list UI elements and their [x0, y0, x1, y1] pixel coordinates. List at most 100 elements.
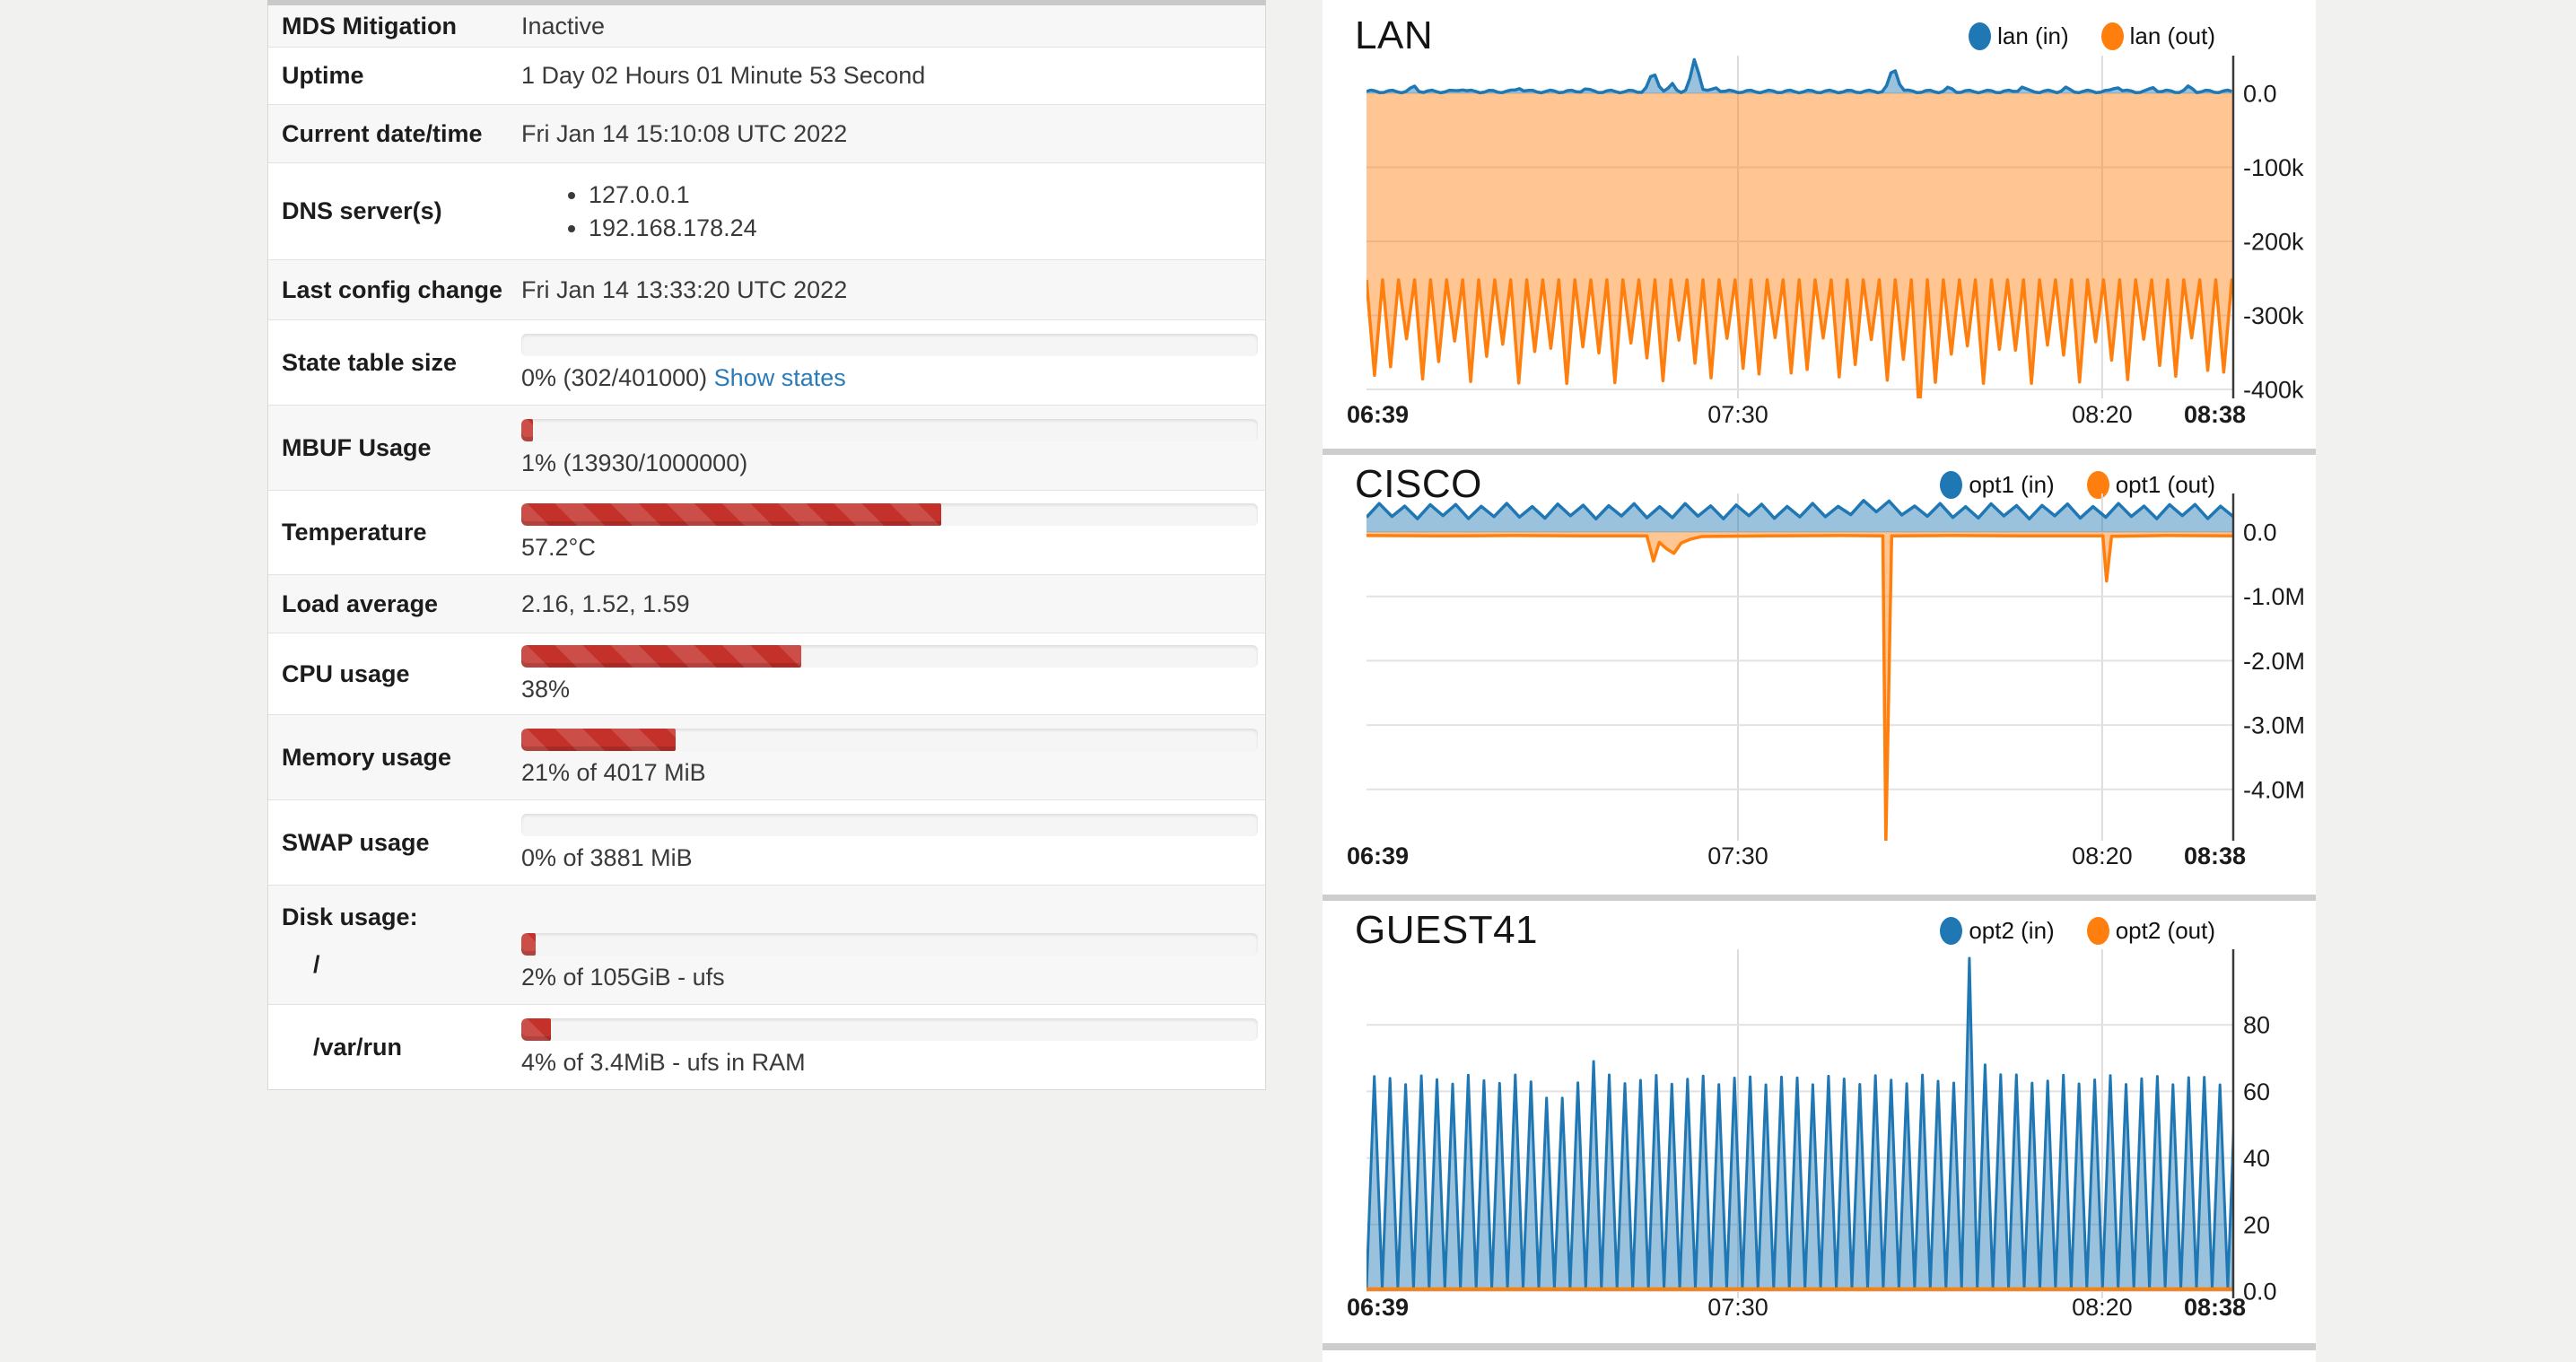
row-label: Temperature — [282, 519, 427, 546]
legend-label: opt1 (out) — [2115, 471, 2215, 498]
svg-text:0.0: 0.0 — [2243, 80, 2277, 107]
svg-text:-3.0M: -3.0M — [2243, 712, 2305, 739]
row-value: 57.2°C — [521, 491, 1269, 574]
table-row: Temperature 57.2°C — [268, 491, 1265, 575]
row-value: 1 Day 02 Hours 01 Minute 53 Second — [521, 62, 926, 89]
panel-divider — [1323, 1343, 2316, 1350]
row-label: State table size — [282, 348, 458, 376]
legend-label: opt2 (out) — [2115, 917, 2215, 944]
svg-text:40: 40 — [2243, 1145, 2270, 1172]
legend-item: opt2 (out) — [2086, 917, 2215, 945]
legend-dot-blue — [1940, 471, 1963, 499]
progress-caption: 38% — [521, 675, 571, 703]
progress-track — [521, 813, 1258, 836]
table-row: Last config change Fri Jan 14 13:33:20 UT… — [268, 260, 1265, 320]
table-row: Current date/time Fri Jan 14 15:10:08 UTC… — [268, 105, 1265, 163]
svg-text:07:30: 07:30 — [1707, 401, 1768, 428]
table-row: State table size 0% (302/401000) Show sta… — [268, 320, 1265, 406]
next-panel-sliver — [1323, 1350, 2316, 1362]
panel-lan: LAN lan (in) lan (out) 0.0 -100k -200k -300… — [1323, 6, 2316, 449]
table-row: Memory usage 21% of 4017 MiB — [268, 715, 1265, 800]
progress-fill — [521, 644, 801, 668]
dns-server-item: 127.0.0.1 — [589, 181, 1254, 209]
row-label: Last config change — [282, 275, 503, 303]
table-row: Disk usage:/2% of 105GiB - ufs — [268, 886, 1265, 1005]
panel-divider — [1323, 449, 2316, 455]
progress-caption: 1% (13930/1000000) — [521, 449, 748, 476]
progress-fill — [521, 933, 537, 956]
progress-fill — [521, 728, 677, 751]
svg-text:07:30: 07:30 — [1707, 1294, 1768, 1321]
svg-text:-100k: -100k — [2243, 154, 2304, 181]
table-row: CPU usage 38% — [268, 633, 1265, 715]
legend-item: lan (in) — [1969, 22, 2069, 50]
legend-cisco: opt1 (in) opt1 (out) — [1940, 471, 2215, 499]
table-row: /var/run 4% of 3.4MiB - ufs in RAM — [268, 1005, 1265, 1089]
legend-item: opt1 (in) — [1940, 471, 2055, 499]
row-value: 0% of 3881 MiB — [521, 800, 1269, 885]
dns-server-item: 192.168.178.24 — [589, 214, 1254, 242]
row-label: Memory usage — [282, 743, 452, 771]
svg-text:-1.0M: -1.0M — [2243, 583, 2305, 610]
svg-text:-200k: -200k — [2243, 228, 2304, 255]
table-row: Uptime 1 Day 02 Hours 01 Minute 53 Second — [268, 48, 1265, 105]
svg-text:08:20: 08:20 — [2072, 843, 2133, 869]
legend-label: opt1 (in) — [1969, 471, 2055, 498]
progress-caption: 57.2°C — [521, 534, 596, 561]
legend-dot-blue — [1940, 917, 1963, 945]
row-value: Fri Jan 14 15:10:08 UTC 2022 — [521, 119, 848, 147]
row-value: Inactive — [521, 12, 606, 39]
legend-dot-orange — [2100, 22, 2124, 50]
progress-fill — [521, 1017, 551, 1041]
chart-title-guest41: GUEST41 — [1355, 908, 1539, 952]
legend-dot-blue — [1969, 22, 1992, 50]
table-row: MDS Mitigation Inactive — [268, 5, 1265, 48]
traffic-chart-svg: 80 60 40 20 0.0 06:39 07:30 08:20 08:38 — [1347, 949, 2277, 1321]
svg-text:80: 80 — [2243, 1012, 2270, 1039]
row-value: 21% of 4017 MiB — [521, 715, 1269, 799]
svg-text:-400k: -400k — [2243, 376, 2304, 403]
row-value: Fri Jan 14 13:33:20 UTC 2022 — [521, 275, 848, 303]
table-row: DNS server(s) 127.0.0.1 192.168.178.24 — [268, 163, 1265, 260]
svg-text:08:20: 08:20 — [2072, 1294, 2133, 1321]
system-information-table: MDS Mitigation Inactive Uptime 1 Day 02 Hou… — [267, 5, 1266, 1090]
progress-track — [521, 1017, 1258, 1041]
legend-dot-orange — [2086, 471, 2109, 499]
legend-item: lan (out) — [2100, 22, 2215, 50]
legend-label: opt2 (in) — [1969, 917, 2055, 944]
svg-text:0.0: 0.0 — [2243, 1278, 2277, 1305]
legend-item: opt2 (in) — [1940, 917, 2055, 945]
progress-fill — [521, 418, 533, 441]
row-sub-label: / — [313, 951, 320, 978]
progress-caption: 0% (302/401000) Show states — [521, 363, 846, 391]
progress-track — [521, 933, 1258, 956]
panel-cisco: CISCO opt1 (in) opt1 (out) 0.0 -1.0M -2.0M… — [1323, 455, 2316, 895]
chart-title-lan: LAN — [1355, 13, 1434, 57]
row-label: DNS server(s) — [282, 197, 442, 224]
row-label: SWAP usage — [282, 828, 430, 856]
progress-track — [521, 503, 1258, 526]
legend-dot-orange — [2086, 917, 2109, 945]
svg-text:60: 60 — [2243, 1078, 2270, 1105]
progress-track — [521, 728, 1258, 751]
legend-label: lan (in) — [1997, 22, 2069, 49]
traffic-chart-svg: 0.0 -1.0M -2.0M -3.0M -4.0M 06:39 07:30 08:20 08… — [1347, 493, 2305, 869]
row-value: 2.16, 1.52, 1.59 — [521, 589, 690, 617]
row-label: Disk usage: / — [268, 886, 521, 1004]
svg-text:08:20: 08:20 — [2072, 401, 2133, 428]
svg-text:0.0: 0.0 — [2243, 519, 2277, 546]
svg-text:07:30: 07:30 — [1707, 843, 1768, 869]
row-value: 0% (302/401000) Show states — [521, 320, 1269, 405]
row-value: 4% of 3.4MiB - ufs in RAM — [521, 1005, 1269, 1089]
svg-text:-4.0M: -4.0M — [2243, 776, 2305, 803]
legend-label: lan (out) — [2129, 22, 2215, 49]
progress-fill — [521, 503, 941, 526]
progress-caption: 4% of 3.4MiB - ufs in RAM — [521, 1048, 806, 1076]
table-row: SWAP usage 0% of 3881 MiB — [268, 800, 1265, 886]
row-value: 1% (13930/1000000) — [521, 406, 1269, 490]
svg-text:-300k: -300k — [2243, 302, 2304, 329]
show-states-link[interactable]: Show states — [713, 363, 846, 391]
table-row: MBUF Usage 1% (13930/1000000) — [268, 406, 1265, 491]
row-label: MDS Mitigation — [282, 12, 457, 39]
